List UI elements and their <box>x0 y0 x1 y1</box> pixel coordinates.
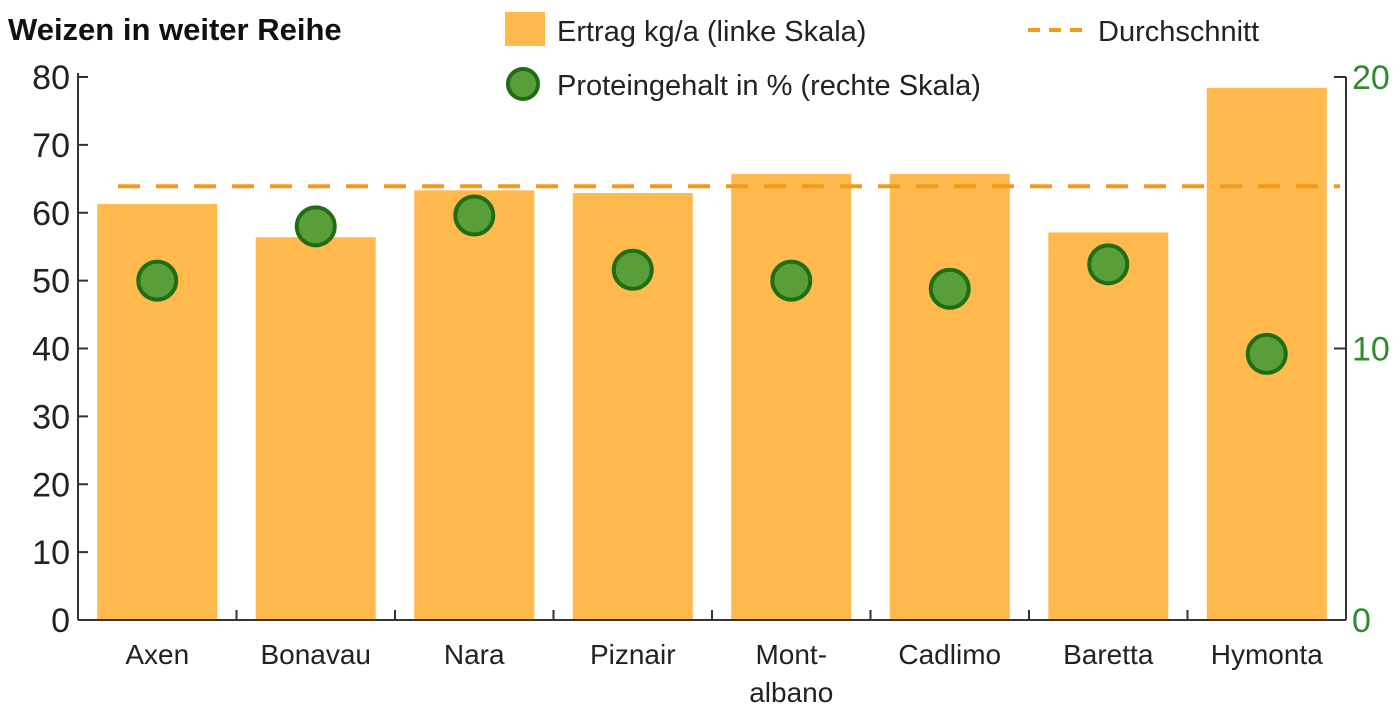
right-tick-label: 0 <box>1352 602 1371 640</box>
legend-label-average: Durchschnitt <box>1098 16 1259 48</box>
protein-point-5 <box>928 267 971 310</box>
protein-point-1 <box>294 205 337 248</box>
left-tick-label: 80 <box>32 59 70 97</box>
right-tick-label: 20 <box>1352 59 1390 97</box>
protein-point-2 <box>453 194 496 237</box>
bar-5 <box>889 174 1010 620</box>
category-label: Piznair <box>590 639 676 670</box>
left-tick-label: 0 <box>51 602 70 640</box>
category-label: Bonavau <box>260 639 371 670</box>
left-tick-label: 30 <box>32 398 70 436</box>
bar-4 <box>731 174 852 620</box>
protein-point-6 <box>1087 243 1130 286</box>
left-tick-label: 70 <box>32 127 70 165</box>
legend-label-bar: Ertrag kg/a (linke Skala) <box>557 16 866 48</box>
protein-point-4 <box>770 259 813 302</box>
left-tick-label: 40 <box>32 331 70 369</box>
category-label: Nara <box>444 639 505 670</box>
category-label: Axen <box>125 639 189 670</box>
left-tick-label: 20 <box>32 466 70 504</box>
protein-point-0 <box>136 259 179 302</box>
category-label: Baretta <box>1063 639 1154 670</box>
category-label: Mont- <box>755 639 827 670</box>
legend-swatch-protein <box>506 67 540 101</box>
bar-1 <box>255 237 376 620</box>
category-label: Cadlimo <box>898 639 1001 670</box>
legend-swatch-bar <box>505 12 545 46</box>
bar-6 <box>1048 232 1169 620</box>
protein-point-3 <box>611 248 654 291</box>
category-label: Hymonta <box>1211 639 1323 670</box>
right-tick-label: 10 <box>1352 331 1390 369</box>
legend-label-protein: Proteingehalt in % (rechte Skala) <box>557 70 981 102</box>
chart-title: Weizen in weiter Reihe <box>8 12 342 47</box>
bar-2 <box>414 190 535 620</box>
protein-point-7 <box>1245 332 1288 375</box>
left-tick-label: 50 <box>32 263 70 301</box>
left-tick-label: 10 <box>32 534 70 572</box>
category-label: albano <box>749 677 833 708</box>
left-tick-label: 60 <box>32 195 70 233</box>
